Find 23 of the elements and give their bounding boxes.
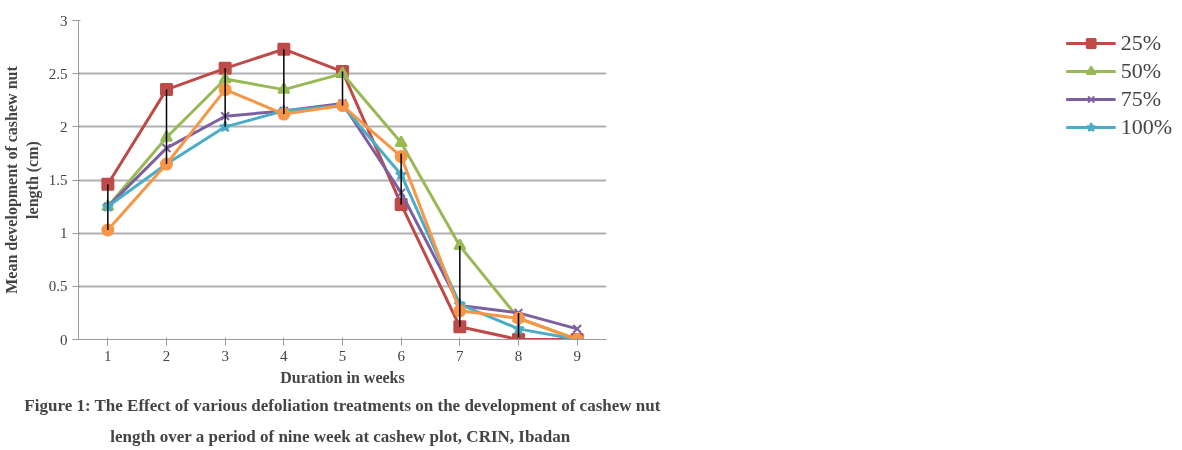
x-tick-label: 2 xyxy=(162,347,171,364)
legend-label: 50% xyxy=(1120,58,1161,84)
y-tick-label: 2 xyxy=(60,118,68,135)
legend-label: 100% xyxy=(1120,114,1172,140)
x-tick-label: 4 xyxy=(280,347,289,364)
y-tick-label: 2.5 xyxy=(48,65,68,82)
y-tick-label: 3 xyxy=(60,12,68,29)
y-tick-label: 0.5 xyxy=(48,278,68,295)
legend-label: 25% xyxy=(1120,30,1161,56)
x-tick-label: 6 xyxy=(397,347,406,364)
y-tick-label: 1 xyxy=(60,225,68,242)
x-tick-label: 8 xyxy=(514,347,523,364)
x-axis-title: Duration in weeks xyxy=(280,368,405,386)
legend-label: 75% xyxy=(1120,86,1161,112)
x-tick-label: 7 xyxy=(456,347,465,364)
x-tick-label: 3 xyxy=(221,347,229,364)
x-tick-label: 5 xyxy=(338,347,347,364)
y-tick-label: 1.5 xyxy=(48,172,68,188)
x-tick-label: 9 xyxy=(573,347,581,364)
x-tick-label: 1 xyxy=(104,347,112,364)
y-tick-label: 0 xyxy=(60,331,68,348)
y-axis-title: Mean development of cashew nut length (cm) xyxy=(3,65,42,294)
text: Figure 1: The Effect of various defoliation treatments on the development of cashew nut length over a period of nine week at cashew plot, CRIN, Ibadan xyxy=(24,395,661,446)
